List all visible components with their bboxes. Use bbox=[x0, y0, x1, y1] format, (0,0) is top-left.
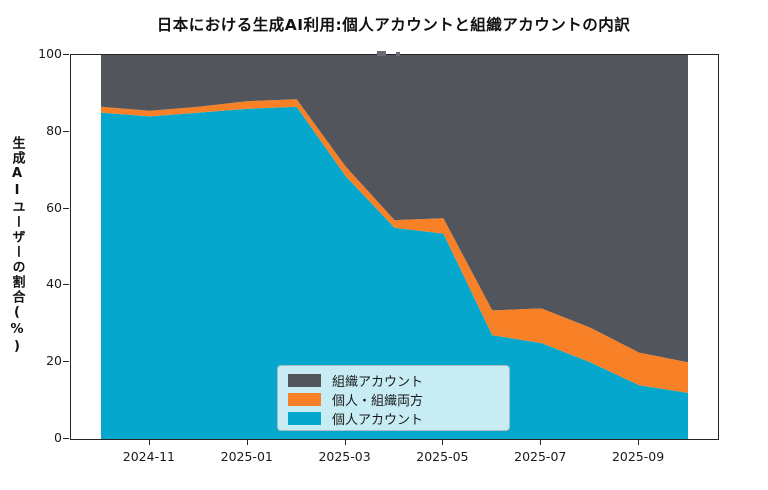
clipped-text-artifact bbox=[396, 52, 400, 56]
x-tick-label: 2025-07 bbox=[514, 449, 567, 464]
chart-title: 日本における生成AI利用:個人アカウントと組織アカウントの内訳 bbox=[156, 16, 631, 34]
y-tick-mark bbox=[63, 130, 69, 132]
clipped-text-artifact bbox=[377, 51, 386, 56]
y-tick-label: 60 bbox=[46, 199, 62, 215]
y-tick-mark bbox=[63, 438, 69, 439]
y-tick-mark bbox=[63, 361, 69, 363]
legend-swatch bbox=[288, 374, 321, 387]
legend-row: 個人アカウント bbox=[288, 409, 499, 428]
legend-label: 個人アカウント bbox=[332, 413, 424, 428]
stacked-area-svg bbox=[101, 55, 688, 439]
y-tick-label: 0 bbox=[54, 430, 62, 445]
legend-row: 個人・組織両方 bbox=[288, 390, 499, 409]
x-tick-mark bbox=[638, 439, 640, 445]
y-tick-mark bbox=[63, 54, 69, 55]
area-series-組織アカウント bbox=[101, 55, 688, 363]
area-series-個人アカウント bbox=[101, 106, 688, 439]
x-tick-mark bbox=[344, 439, 346, 445]
plot-area bbox=[70, 54, 719, 440]
legend: 組織アカウント 個人・組織両方 個人アカウント bbox=[277, 365, 510, 431]
area-series-個人・組織両方 bbox=[101, 99, 688, 393]
legend-row: 組織アカウント bbox=[288, 371, 499, 390]
y-axis-label: 生成AIユーザーの割合(%) bbox=[9, 136, 25, 356]
x-tick-mark bbox=[148, 439, 150, 445]
x-tick-mark bbox=[442, 439, 444, 445]
y-tick-mark bbox=[63, 284, 69, 286]
x-tick-label: 2025-09 bbox=[611, 449, 665, 464]
x-tick-label: 2025-03 bbox=[318, 449, 371, 464]
legend-label: 組織アカウント bbox=[332, 375, 424, 390]
x-tick-mark bbox=[540, 439, 542, 445]
x-tick-label: 2025-05 bbox=[416, 449, 469, 464]
y-tick-label: 40 bbox=[46, 276, 62, 292]
legend-label: 個人・組織両方 bbox=[332, 394, 424, 409]
legend-swatch bbox=[288, 412, 321, 425]
y-tick-label: 100 bbox=[38, 46, 62, 61]
x-tick-mark bbox=[246, 439, 248, 445]
y-tick-mark bbox=[63, 207, 69, 209]
x-tick-label: 2025-01 bbox=[220, 449, 273, 464]
legend-swatch bbox=[288, 393, 321, 406]
y-tick-label: 80 bbox=[46, 122, 62, 138]
x-tick-label: 2024-11 bbox=[122, 449, 176, 464]
y-axis-label-container: 生成AIユーザーの割合(%) bbox=[4, 54, 30, 438]
y-tick-label: 20 bbox=[46, 353, 62, 369]
